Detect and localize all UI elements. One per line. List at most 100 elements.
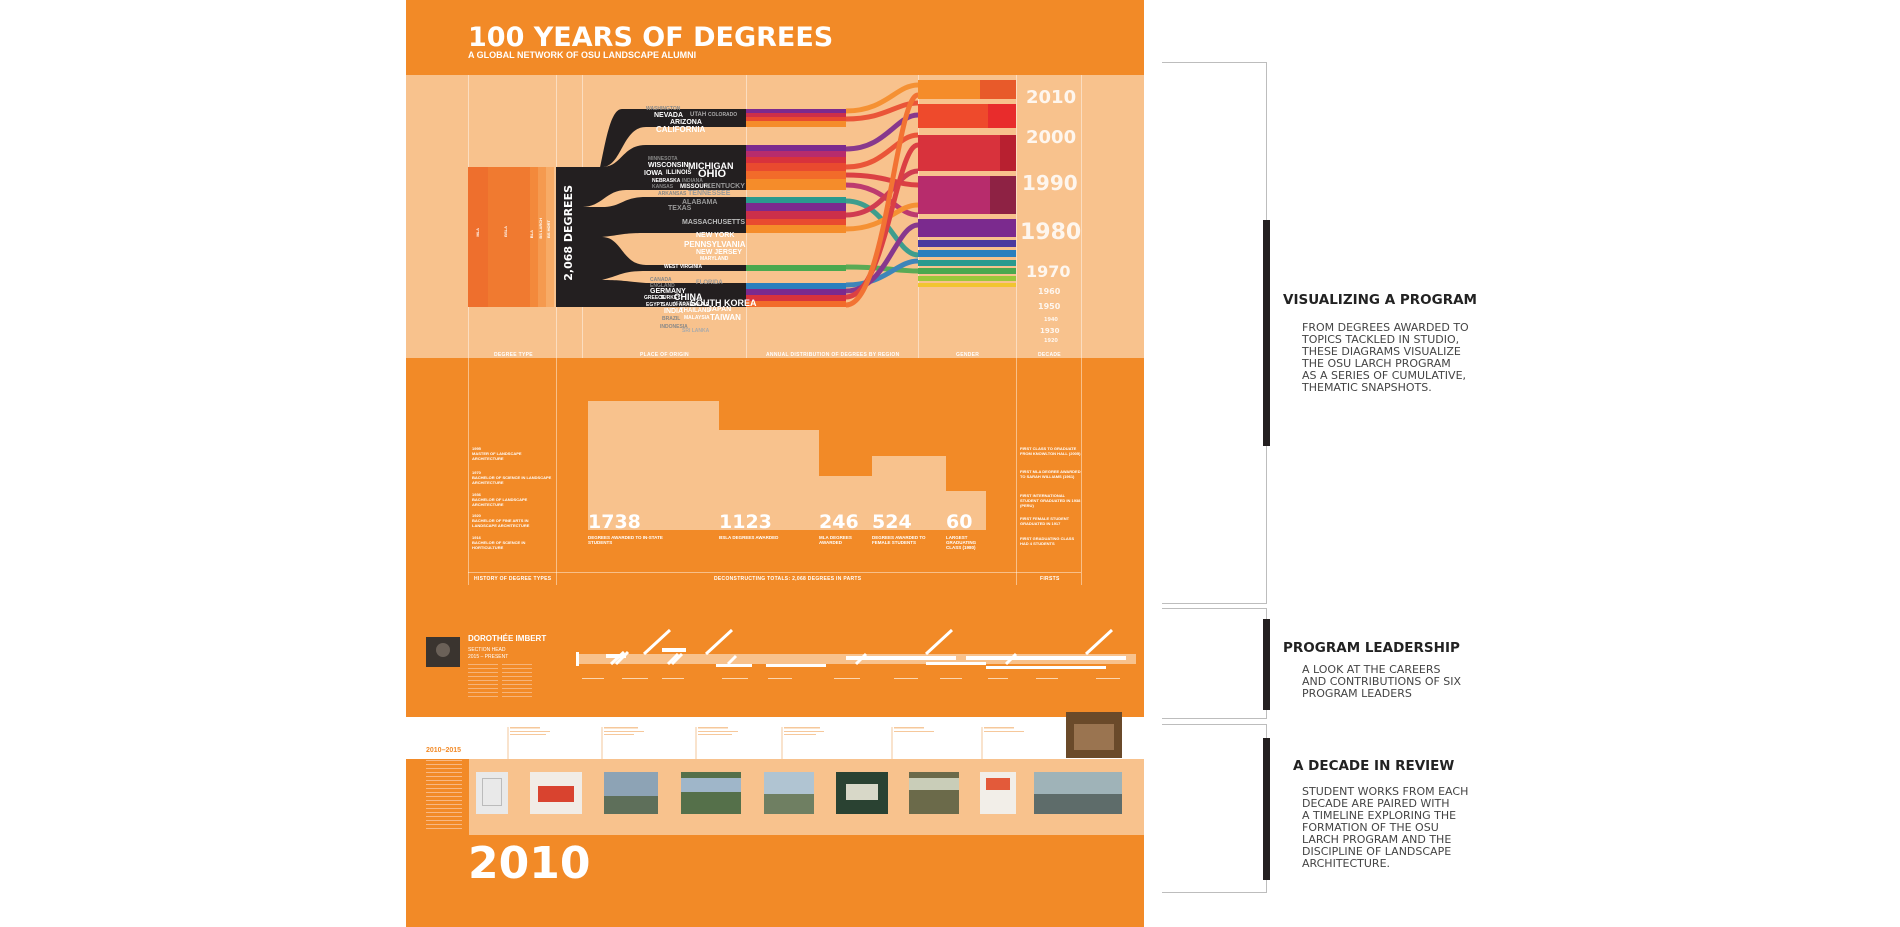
stat-caption: LARGEST GRADUATING CLASS (1980) xyxy=(946,535,977,550)
column-header: PLACE OF ORIGIN xyxy=(640,352,689,358)
firsts-item: FIRST INTERNATIONAL STUDENT GRADUATED IN… xyxy=(1020,493,1081,508)
section-title: A DECADE IN REVIEW xyxy=(1293,758,1455,774)
place-label: JAPAN xyxy=(708,306,732,313)
firsts-item: FIRST CLASS TO GRADUATE FROM KNOWLTON HA… xyxy=(1020,446,1081,456)
place-label: MISSOURI xyxy=(680,184,710,190)
place-label: UTAH xyxy=(690,112,707,118)
section-header: HISTORY OF DEGREE TYPES xyxy=(474,576,552,582)
history-year: 1916 xyxy=(472,535,481,540)
decade-label: 1940 xyxy=(1044,317,1058,323)
place-label: FLORIDA xyxy=(696,280,723,286)
divider xyxy=(1016,75,1017,585)
place-label: INDONESIA xyxy=(660,324,688,330)
firsts-item: FIRST GRADUATING CLASS HAD 4 STUDENTS xyxy=(1020,536,1075,546)
divider xyxy=(468,75,469,585)
place-label: INDIANA xyxy=(682,178,703,184)
section-description: A LOOK AT THE CAREERS AND CONTRIBUTIONS … xyxy=(1302,663,1462,700)
history-text: MASTER OF LANDSCAPE ARCHITECTURE xyxy=(472,451,522,461)
place-label: IOWA xyxy=(644,170,663,177)
history-year: 1920 xyxy=(472,513,481,518)
place-label: MINNESOTA xyxy=(648,156,678,162)
place-label: SRI LANKA xyxy=(682,328,710,334)
place-label: PENNSYLVANIA xyxy=(684,240,746,249)
divider xyxy=(918,75,919,358)
place-label: TAIWAN xyxy=(710,313,741,322)
place-label: WISCONSIN xyxy=(648,162,689,169)
section-header: DECONSTRUCTING TOTALS: 2,068 DEGREES IN … xyxy=(714,576,862,582)
place-label: WASHINGTON xyxy=(646,106,681,112)
place-label: EGYPT xyxy=(646,302,663,308)
history-year: 1995 xyxy=(472,446,481,451)
place-label: ILLINOIS xyxy=(666,170,692,176)
poster-subtitle: A GLOBAL NETWORK OF OSU LANDSCAPE ALUMNI xyxy=(468,50,697,60)
place-label: TENNESSEE xyxy=(688,190,731,197)
place-label: OHIO xyxy=(698,168,727,180)
history-year: 1970 xyxy=(472,470,481,475)
degree-type-block xyxy=(468,167,554,307)
decade-year: 2010 xyxy=(468,838,591,889)
place-label: GERMANY xyxy=(650,288,686,295)
column-header: ANNUAL DISTRIBUTION OF DEGREES BY REGION xyxy=(766,352,900,358)
history-text: BACHELOR OF LANDSCAPE ARCHITECTURE xyxy=(472,497,528,507)
sankey-diagram xyxy=(582,80,1016,308)
place-label: TURKEY xyxy=(660,295,681,301)
decade-label: 1950 xyxy=(1038,302,1061,311)
decade-label: 2010 xyxy=(1026,87,1077,108)
leader-bio-text xyxy=(502,664,532,700)
stat-caption: MLA DEGREES AWARDED xyxy=(819,535,852,545)
region-stripes xyxy=(746,109,846,307)
place-label: NEVADA xyxy=(654,112,684,119)
bracket-line xyxy=(1162,62,1267,604)
leader-years: 2015 – PRESENT xyxy=(468,654,509,660)
bracket-line xyxy=(1162,724,1267,893)
stat-value: 1738 xyxy=(588,511,641,533)
student-work-thumbnail xyxy=(836,772,888,814)
leader-name: DOROTHÉE IMBERT xyxy=(468,634,547,643)
student-work-thumbnail xyxy=(764,772,814,814)
history-text: BACHELOR OF SCIENCE IN LANDSCAPE ARCHITE… xyxy=(472,475,552,485)
divider xyxy=(468,572,1081,573)
firsts-item: FIRST MLA DEGREE AWARDED TO SARAH WILLIA… xyxy=(1020,469,1081,479)
place-label: GREECE xyxy=(644,295,666,301)
firsts-item: FIRST FEMALE STUDENT GRADUATED IN 1917 xyxy=(1020,516,1070,526)
stat-value: 60 xyxy=(946,511,973,533)
place-label: MICHIGAN xyxy=(688,161,734,171)
decade-text-column xyxy=(426,760,462,830)
column-header: GENDER xyxy=(956,352,980,358)
stat-caption: DEGREES AWARDED TO FEMALE STUDENTS xyxy=(872,535,926,545)
place-label: MALAYSIA xyxy=(684,315,710,321)
decade-label: 1970 xyxy=(1026,262,1071,281)
place-label: THAILAND xyxy=(680,308,711,314)
totals-bars xyxy=(588,401,986,530)
leader-role: SECTION HEAD xyxy=(468,647,506,653)
place-label: MARYLAND xyxy=(700,256,729,262)
column-header: DEGREE TYPE xyxy=(494,352,533,358)
decade-label: 1920 xyxy=(1044,338,1058,344)
place-label: NEBRASKA xyxy=(652,178,681,184)
place-label: CALIFORNIA xyxy=(656,125,706,134)
divider xyxy=(1081,75,1082,585)
place-label: INDIA xyxy=(664,308,684,315)
column-header: DECADE xyxy=(1038,352,1061,358)
section-description: STUDENT WORKS FROM EACH DECADE ARE PAIRE… xyxy=(1302,785,1469,870)
leader-photo xyxy=(426,637,460,667)
place-label: WEST VIRGINIA xyxy=(664,264,703,270)
place-label: CANADA xyxy=(650,277,672,283)
place-label: ARIZONA xyxy=(670,119,702,126)
stat-caption: BSLA DEGREES AWARDED xyxy=(719,535,779,540)
student-work-thumbnail xyxy=(980,772,1016,814)
place-label: MASSACHUSETTS xyxy=(682,219,746,226)
place-label: NEW JERSEY xyxy=(696,249,742,256)
history-text: BACHELOR OF SCIENCE IN HORTICULTURE xyxy=(472,540,526,550)
place-label: BRAZIL xyxy=(662,316,681,322)
section-header: FIRSTS xyxy=(1040,576,1060,582)
section-marker xyxy=(1263,220,1270,446)
place-label: TEXAS xyxy=(668,205,692,212)
poster: 100 YEARS OF DEGREES A GLOBAL NETWORK OF… xyxy=(406,0,1144,927)
decade-label: 2000 xyxy=(1026,127,1077,148)
leadership-timeline xyxy=(576,628,1136,679)
history-text: BACHELOR OF FINE ARTS IN LANDSCAPE ARCHI… xyxy=(472,518,530,528)
place-label: U.A.E. xyxy=(696,302,711,308)
stat-value: 246 xyxy=(819,511,859,533)
place-label: COLORADO xyxy=(708,112,738,118)
